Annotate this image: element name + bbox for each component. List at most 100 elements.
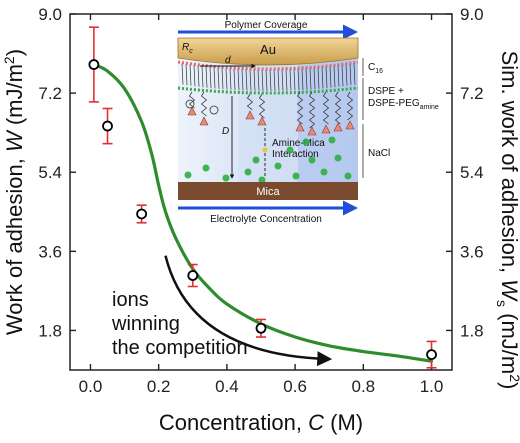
axis-ticks bbox=[70, 13, 452, 370]
y-axis-title: Work of adhesion, W (mJ/m2) bbox=[1, 49, 27, 335]
lipid-tail bbox=[181, 63, 184, 85]
amine-group bbox=[345, 120, 355, 130]
amine-group bbox=[257, 116, 267, 126]
x-axis-title: Concentration, C (M) bbox=[159, 410, 363, 435]
y-tick-label: 3.6 bbox=[38, 242, 62, 261]
x-tick-label: 1.0 bbox=[420, 377, 444, 396]
lipid-tail bbox=[265, 69, 268, 92]
ion bbox=[286, 146, 294, 154]
lipid-tail bbox=[229, 68, 232, 90]
lipid-tail bbox=[185, 64, 188, 86]
amine-group bbox=[187, 106, 197, 116]
ion bbox=[334, 154, 342, 162]
lipid-tail bbox=[257, 69, 260, 91]
coiled-chain bbox=[209, 105, 219, 115]
x-tick-label: 0.2 bbox=[147, 377, 171, 396]
ion bbox=[222, 174, 230, 182]
data-point bbox=[426, 340, 437, 369]
ion bbox=[184, 171, 192, 179]
data-point bbox=[102, 107, 113, 145]
tick-labels: 0.0 0.2 0.4 0.6 0.8 1.0 1.8 3.6 5.4 7.2 9.0 1.8 3.6 5… bbox=[38, 5, 483, 396]
lipid-tail bbox=[189, 64, 192, 86]
lipid-tail bbox=[233, 68, 236, 91]
lipid-tail bbox=[329, 66, 332, 88]
y2-tick-label: 5.4 bbox=[460, 163, 484, 182]
lipid-tail bbox=[201, 66, 204, 88]
lipid-tail bbox=[293, 69, 296, 91]
ions bbox=[184, 136, 352, 184]
data-point bbox=[88, 26, 100, 103]
coiled-chain bbox=[185, 99, 195, 109]
ion bbox=[320, 168, 328, 176]
y2-axis-title: Sim. work of adhesion, Ws (mJ/m2) bbox=[494, 51, 520, 390]
annotation-text: ions winning the competition bbox=[111, 289, 248, 359]
lipid-head-row bbox=[177, 60, 359, 71]
point-marker bbox=[136, 208, 148, 220]
interaction-star bbox=[262, 147, 268, 153]
lipid-tail bbox=[273, 69, 276, 91]
peg-chain bbox=[346, 91, 354, 121]
mica-label: Mica bbox=[256, 186, 280, 198]
lipid-tail bbox=[321, 67, 324, 89]
lipid-tail bbox=[353, 63, 356, 85]
y2-tick-label: 1.8 bbox=[460, 321, 484, 340]
ion bbox=[344, 172, 352, 180]
point-marker bbox=[187, 270, 199, 281]
lipid-tail bbox=[269, 69, 272, 92]
experimental-points bbox=[88, 26, 437, 369]
data-point bbox=[255, 318, 267, 338]
ion bbox=[252, 156, 260, 164]
lipid-tail bbox=[261, 69, 264, 91]
amine-group bbox=[295, 122, 305, 132]
data-point bbox=[187, 263, 199, 288]
ion bbox=[202, 164, 210, 172]
lipid-tail bbox=[297, 69, 300, 91]
point-marker bbox=[88, 59, 100, 70]
point-marker bbox=[255, 322, 267, 334]
x-tick-label: 0.0 bbox=[79, 377, 103, 396]
dspe-layer bbox=[177, 86, 359, 95]
dspe-label: DSPE + DSPE-PEGamine bbox=[368, 86, 439, 111]
y-tick-label: 9.0 bbox=[38, 5, 62, 24]
lipid-tails bbox=[181, 63, 356, 92]
rc-label: Rc bbox=[182, 42, 193, 55]
lipid-tail bbox=[301, 68, 304, 91]
amine-group bbox=[321, 124, 331, 134]
lipid-tail bbox=[217, 67, 220, 89]
y2-tick-label: 7.2 bbox=[460, 84, 484, 103]
lipid-tail bbox=[213, 67, 216, 89]
peg-chain bbox=[322, 91, 330, 125]
peg-chain bbox=[334, 91, 342, 125]
competition-arrow bbox=[164, 255, 333, 367]
peg-chain bbox=[308, 91, 316, 129]
ion bbox=[292, 172, 300, 180]
lipid-tail bbox=[281, 69, 284, 91]
peg-chain bbox=[296, 91, 304, 125]
ion bbox=[274, 162, 282, 170]
x-tick-label: 0.4 bbox=[215, 377, 239, 396]
lipid-tail bbox=[253, 69, 256, 91]
amine-group bbox=[307, 126, 317, 136]
y-tick-label: 5.4 bbox=[38, 163, 62, 182]
x-tick-label: 0.6 bbox=[283, 377, 307, 396]
lipid-tail bbox=[305, 68, 308, 90]
ion bbox=[244, 168, 252, 176]
amine-group bbox=[245, 110, 255, 120]
lipid-tail bbox=[197, 65, 200, 87]
mica-slab bbox=[178, 182, 358, 200]
lipid-tail bbox=[225, 68, 228, 90]
lipid-tail bbox=[277, 69, 280, 91]
lipid-tail bbox=[209, 67, 212, 89]
inset-panel-right bbox=[298, 52, 358, 194]
au-label: Au bbox=[260, 42, 276, 57]
ion bbox=[258, 176, 266, 184]
ion bbox=[302, 138, 310, 146]
point-marker bbox=[102, 120, 113, 132]
lipid-tail bbox=[333, 66, 336, 88]
x-tick-label: 0.8 bbox=[352, 377, 376, 396]
peg-chain bbox=[200, 91, 208, 117]
lipid-tail bbox=[221, 68, 224, 90]
plot-frame bbox=[69, 13, 453, 371]
lipid-tail bbox=[193, 65, 196, 87]
y-tick-label: 1.8 bbox=[38, 321, 62, 340]
